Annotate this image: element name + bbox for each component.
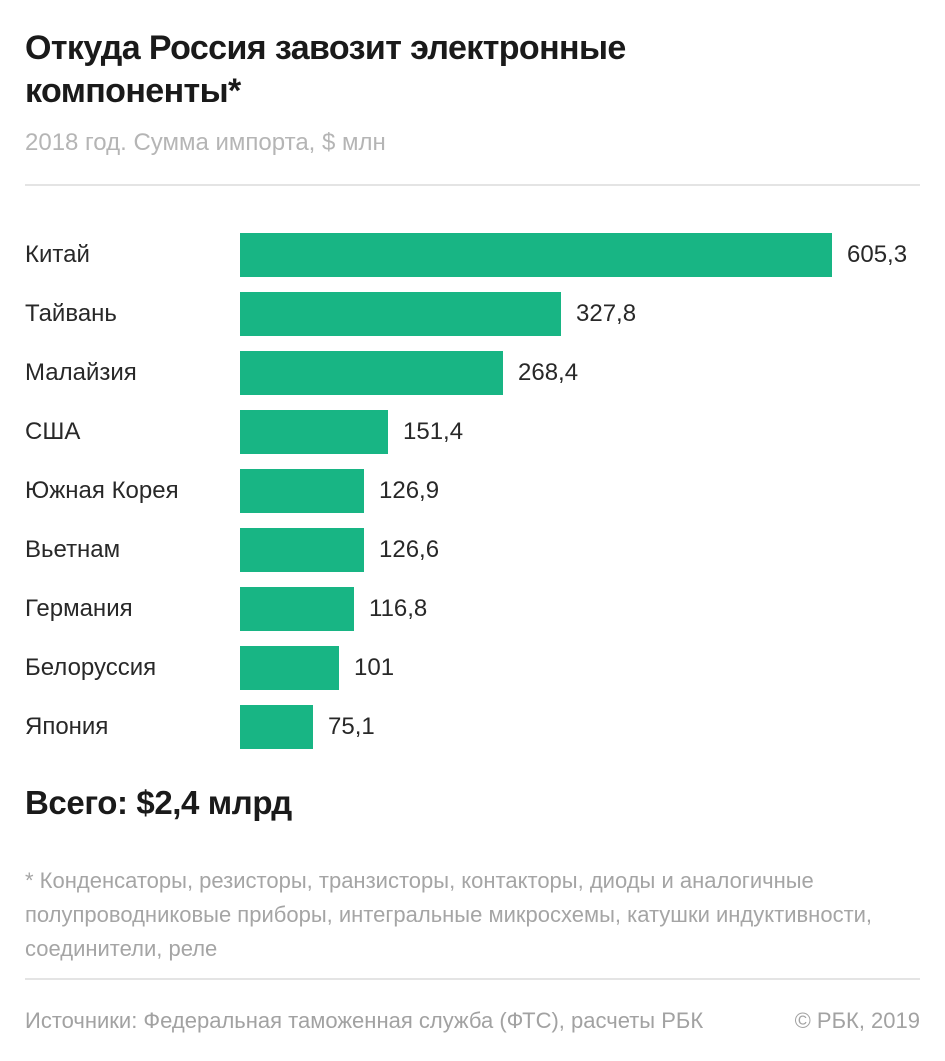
bar-row: Германия 116,8 — [25, 579, 920, 638]
bar-category-label: Белоруссия — [25, 653, 157, 681]
bar — [240, 704, 313, 749]
bar-row: Вьетнам 126,6 — [25, 520, 920, 579]
bar-category-label: Япония — [25, 712, 109, 740]
bar-value-label: 116,8 — [369, 594, 428, 622]
bar-row: Тайвань 327,8 — [25, 284, 920, 343]
bottom-divider — [25, 978, 920, 980]
footer: Источники: Федеральная таможенная служба… — [25, 1008, 920, 1034]
copyright-text: © РБК, 2019 — [794, 1008, 920, 1033]
bar — [240, 350, 503, 395]
chart-title: Откуда Россия завозит электронные компон… — [25, 29, 626, 110]
chart-subtitle: 2018 год. Сумма импорта, $ млн — [25, 129, 386, 156]
bar-value-label: 151,4 — [403, 417, 464, 445]
bar-chart: Китай 605,3 Тайвань 327,8 Малайзия 268,4… — [25, 225, 920, 756]
bar-row: Китай 605,3 — [25, 225, 920, 284]
bar-row: Малайзия 268,4 — [25, 343, 920, 402]
bar-value-label: 75,1 — [328, 712, 375, 740]
bar-value-label: 327,8 — [576, 299, 637, 327]
bar-category-label: Вьетнам — [25, 535, 121, 563]
top-divider — [25, 184, 920, 186]
bar — [240, 586, 354, 631]
bar-row: Белоруссия 101 — [25, 638, 920, 697]
bar — [240, 291, 561, 336]
bar-value-label: 126,9 — [379, 476, 440, 504]
bar-category-label: Малайзия — [25, 358, 137, 386]
bar — [240, 232, 832, 277]
bar-value-label: 101 — [354, 653, 395, 681]
bar-row: Южная Корея 126,9 — [25, 461, 920, 520]
bar-category-label: Китай — [25, 240, 90, 268]
bar-category-label: Тайвань — [25, 299, 117, 327]
bar — [240, 527, 364, 572]
bar-value-label: 605,3 — [847, 240, 908, 268]
bar-row: США 151,4 — [25, 402, 920, 461]
total-text: Всего: $2,4 млрд — [25, 784, 292, 821]
bar-category-label: Германия — [25, 594, 133, 622]
bar-value-label: 126,6 — [379, 535, 440, 563]
bar — [240, 409, 388, 454]
bar — [240, 645, 339, 690]
footnote-text: * Конденсаторы, резисторы, транзисторы, … — [25, 868, 873, 961]
bar-row: Япония 75,1 — [25, 697, 920, 756]
bar-category-label: Южная Корея — [25, 476, 179, 504]
source-text: Источники: Федеральная таможенная служба… — [25, 1008, 704, 1033]
bar — [240, 468, 364, 513]
bar-value-label: 268,4 — [518, 358, 579, 386]
bar-category-label: США — [25, 417, 81, 445]
